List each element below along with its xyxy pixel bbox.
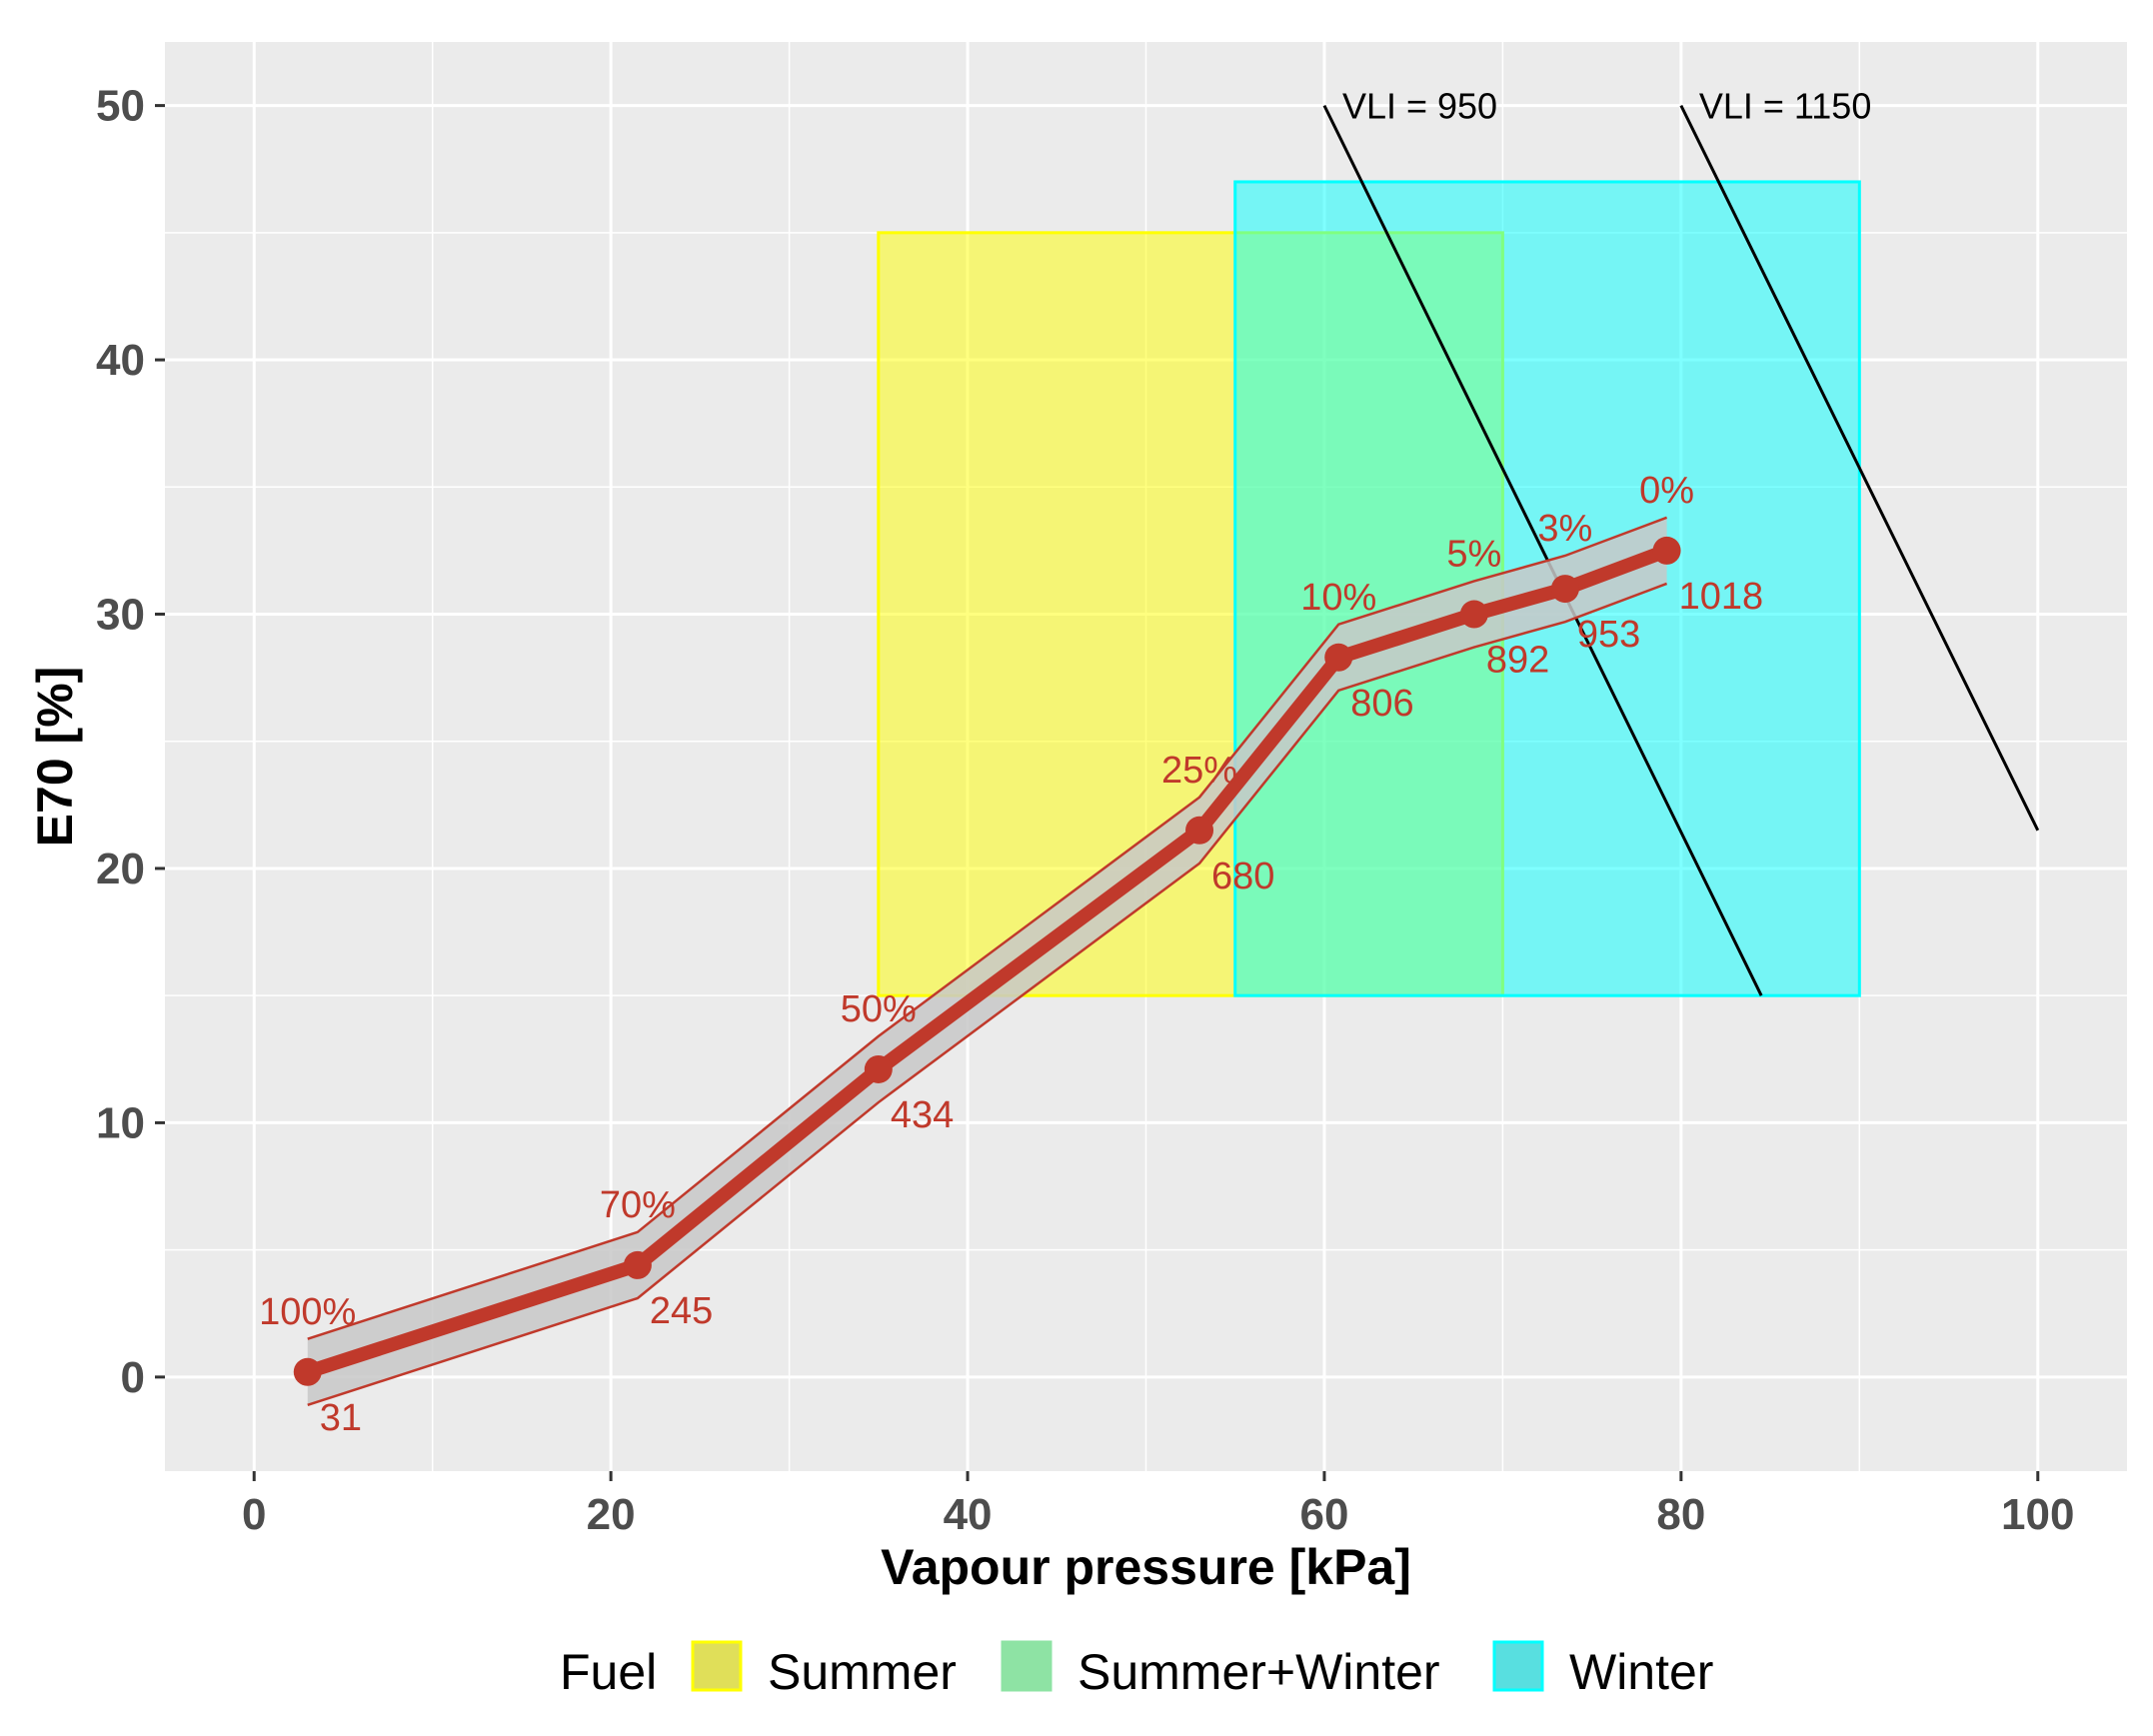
data-point — [623, 1250, 652, 1279]
axes: 0 20 40 60 80 100 0 10 20 30 40 50 — [96, 82, 2074, 1539]
data-point — [293, 1357, 322, 1386]
y-axis-title: E70 [%] — [27, 667, 83, 848]
vli-value-label: 1018 — [1679, 576, 1764, 618]
data-point — [1324, 643, 1353, 672]
legend-title: Fuel — [560, 1644, 657, 1700]
vli-value-label: 31 — [320, 1397, 362, 1439]
vli-value-label: 680 — [1211, 856, 1274, 897]
x-tick-label: 0 — [242, 1490, 266, 1539]
vli-value-label: 245 — [650, 1290, 713, 1332]
series-line — [300, 543, 1674, 1379]
vli-label-0: VLI = 950 — [1342, 86, 1497, 127]
data-point — [1652, 536, 1681, 565]
y-tick-label: 40 — [96, 336, 145, 385]
legend-label: Summer+Winter — [1077, 1644, 1440, 1700]
vli-value-label: 434 — [891, 1094, 954, 1136]
x-axis-title: Vapour pressure [kPa] — [881, 1539, 1411, 1595]
vli-value-label: 806 — [1350, 683, 1413, 725]
band-lower-edge — [307, 582, 1668, 1407]
legend-label: Winter — [1569, 1644, 1713, 1700]
pct-label: 50% — [841, 988, 917, 1030]
data-point — [864, 1054, 893, 1083]
vli-line-0 — [1322, 104, 1763, 996]
y-tick-label: 30 — [96, 591, 145, 640]
x-tick-label: 20 — [587, 1490, 636, 1539]
legend-label: Summer — [768, 1644, 957, 1700]
data-point — [1185, 816, 1214, 845]
vli-value-label: 892 — [1486, 640, 1549, 682]
point-labels: 100% 31 70% 245 50% 434 25% 680 10% 806 5% 892 3% 953… — [259, 470, 1763, 1439]
legend-key-summer-winter — [1001, 1640, 1053, 1692]
pct-label: 25% — [1161, 750, 1237, 792]
vli-lines: VLI = 950 VLI = 1150 — [1322, 86, 2040, 996]
data-point — [1550, 575, 1579, 604]
legend-key-winter — [1492, 1640, 1544, 1692]
x-tick-label: 80 — [1656, 1490, 1705, 1539]
data-point — [1459, 600, 1488, 629]
pct-label: 70% — [600, 1184, 676, 1226]
y-tick-label: 50 — [96, 82, 145, 131]
pct-label: 5% — [1446, 534, 1501, 576]
y-tick-label: 20 — [96, 845, 145, 893]
y-tick-label: 0 — [121, 1353, 145, 1402]
pct-label: 10% — [1300, 577, 1376, 619]
blend-series — [293, 516, 1681, 1407]
pct-label: 0% — [1639, 470, 1694, 512]
legend: Fuel Summer Summer+Winter Winter — [560, 1640, 1713, 1700]
confidence-band — [307, 517, 1667, 1405]
y-tick-label: 10 — [96, 1098, 145, 1147]
legend-key-summer — [691, 1640, 743, 1692]
vli-value-label: 953 — [1577, 614, 1640, 656]
pct-label: 100% — [259, 1291, 356, 1333]
x-tick-label: 40 — [944, 1490, 993, 1539]
vli-label-1: VLI = 1150 — [1699, 86, 1871, 127]
vli-line-1 — [1679, 104, 2040, 832]
x-tick-label: 60 — [1299, 1490, 1348, 1539]
band-upper-edge — [307, 516, 1668, 1340]
x-tick-label: 100 — [2001, 1490, 2074, 1539]
pct-label: 3% — [1537, 508, 1592, 550]
